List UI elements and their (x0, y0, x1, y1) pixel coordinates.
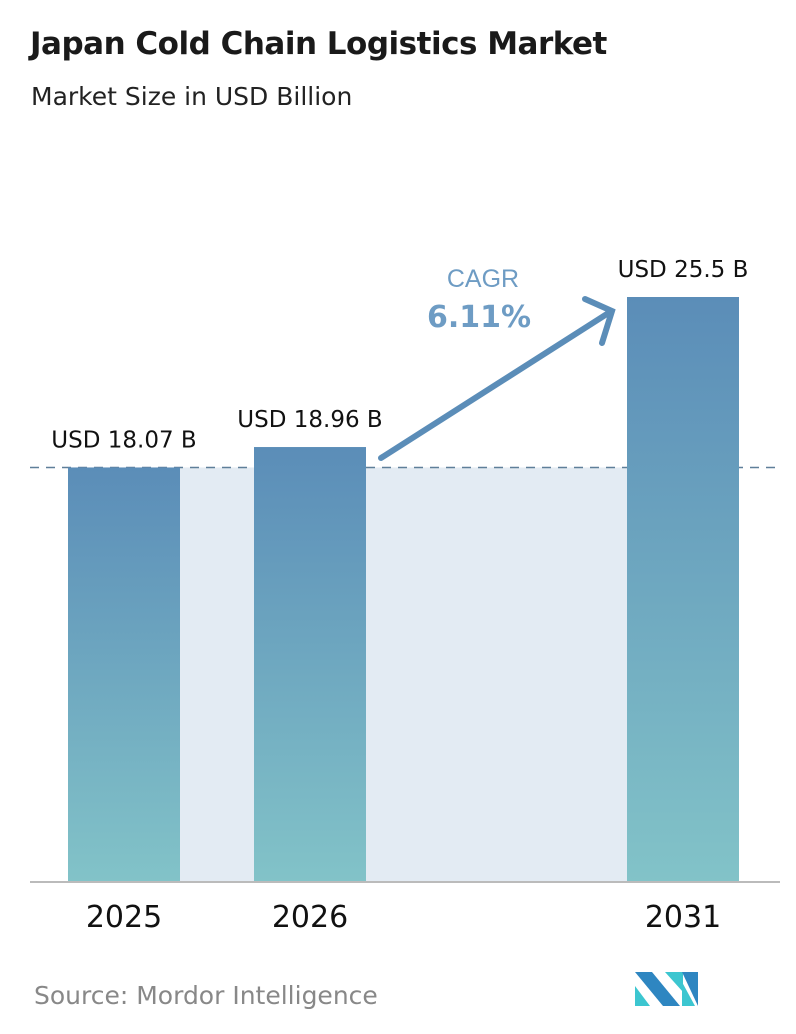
bar-2026 (254, 447, 366, 882)
cagr-value: 6.11% (427, 300, 531, 335)
chart-subtitle: Market Size in USD Billion (31, 82, 353, 111)
data-label-2026: USD 18.96 B (237, 407, 382, 433)
mordor-logo (635, 972, 698, 1006)
x-tick-2025: 2025 (86, 900, 162, 935)
data-label-2031: USD 25.5 B (618, 257, 749, 283)
x-tick-2026: 2026 (272, 900, 348, 935)
data-label-2025: USD 18.07 B (51, 427, 196, 453)
bar-2031 (627, 297, 739, 882)
cagr-label: CAGR (447, 265, 519, 293)
chart-title: Japan Cold Chain Logistics Market (30, 26, 607, 62)
reference-band (180, 467, 627, 882)
bar-2025 (68, 467, 180, 882)
cagr-arrow (378, 296, 616, 461)
source-note: Source: Mordor Intelligence (34, 981, 378, 1010)
x-tick-2031: 2031 (645, 900, 721, 935)
